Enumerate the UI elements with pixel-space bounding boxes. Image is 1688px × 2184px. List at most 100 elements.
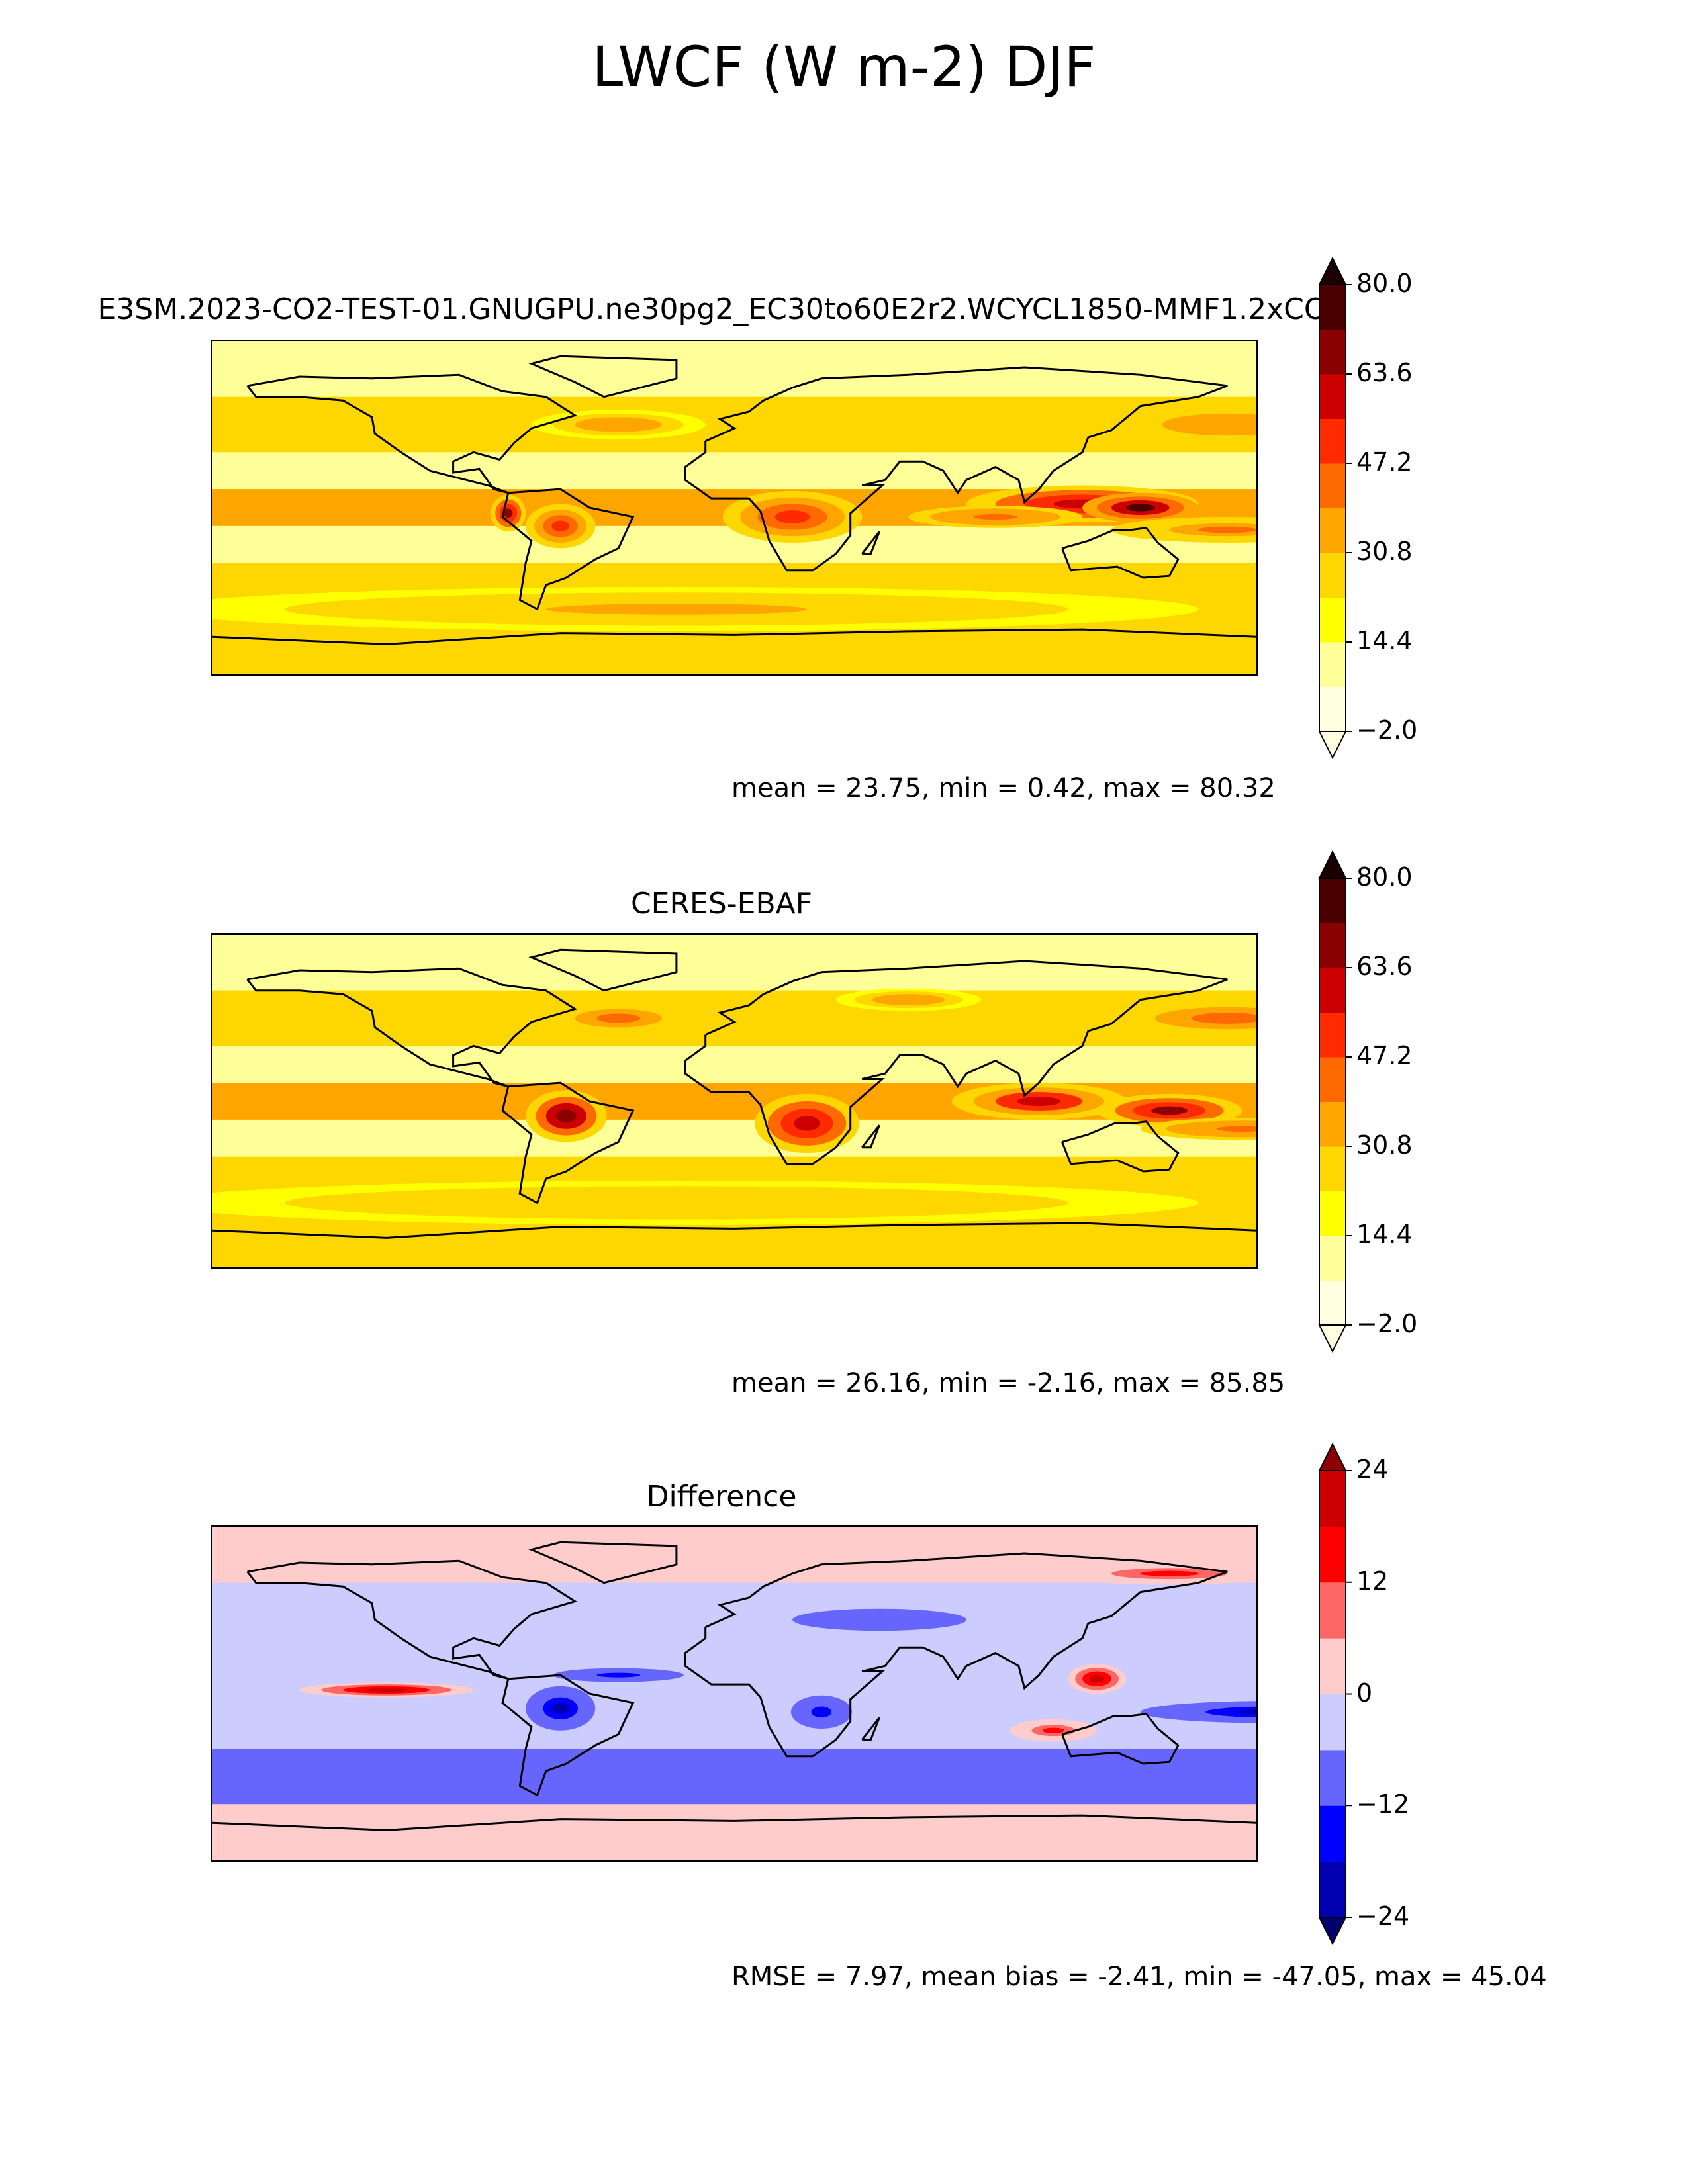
colorbar-segment — [1319, 1694, 1346, 1751]
colorbar-segment — [1319, 686, 1346, 732]
panel-3-colorbar: −24 −12 0 12 24 — [1318, 1442, 1409, 1946]
colorbar-extend-max — [1318, 1442, 1347, 1471]
contour-region — [1216, 1126, 1256, 1132]
colorbar-frame — [1319, 878, 1346, 1326]
zonal-band — [212, 1582, 1256, 1639]
zonal-band — [212, 935, 1256, 991]
colorbar-segment — [1319, 1012, 1346, 1058]
contour-region — [1125, 504, 1155, 512]
colorbar-segment — [1319, 597, 1346, 643]
colorbar-tick-label: 80.0 — [1356, 862, 1413, 891]
contour-region — [1140, 1570, 1199, 1576]
contour-region — [1205, 1706, 1256, 1718]
panel-3-stats: RMSE = 7.97, mean bias = -2.41, min = -4… — [731, 1962, 1547, 1992]
colorbar-tick-label: 63.6 — [1356, 358, 1413, 387]
colorbar-tick-label: 0 — [1356, 1678, 1373, 1707]
contour-region — [596, 1013, 641, 1023]
panel-3-map — [211, 1525, 1258, 1862]
contour-region — [596, 1672, 641, 1678]
panel-2-title: CERES-EBAF — [630, 887, 813, 921]
colorbar-tick-label: −24 — [1356, 1901, 1410, 1931]
contour-region — [1017, 1097, 1061, 1106]
colorbar-extend-max — [1318, 850, 1347, 879]
colorbar-segment — [1319, 878, 1346, 923]
colorbar-tick-label: −12 — [1356, 1790, 1410, 1819]
panel-1-colorbar: −2.0 14.4 30.8 47.2 63.6 80.0 — [1318, 256, 1417, 760]
contour-region — [551, 1702, 569, 1714]
panel-1-map — [211, 340, 1258, 676]
zonal-band — [212, 525, 1256, 563]
colorbar-segment — [1319, 1236, 1346, 1281]
contour-region — [1194, 419, 1256, 430]
contour-region — [890, 997, 927, 1003]
colorbar-tick-label: 14.4 — [1356, 626, 1413, 655]
coastline — [684, 960, 1228, 1165]
colorbar-segment — [1319, 642, 1346, 687]
contour-region — [850, 1615, 909, 1624]
colorbar-segment — [1319, 418, 1346, 464]
colorbar-segment — [1319, 374, 1346, 419]
map-svg — [212, 341, 1256, 674]
colorbar-svg — [1318, 1442, 1352, 1946]
colorbar-segment — [1319, 1101, 1346, 1147]
colorbar-tick-label: 30.8 — [1356, 1130, 1413, 1160]
contour-region — [1198, 526, 1256, 533]
contour-region — [1042, 1727, 1064, 1733]
coastline — [212, 628, 1256, 645]
coastline — [212, 1814, 1256, 1831]
contour-region — [596, 420, 641, 429]
coastline — [246, 967, 578, 1088]
contour-region — [774, 510, 810, 523]
zonal-band — [212, 341, 1256, 397]
map-svg — [212, 935, 1256, 1267]
zonal-band — [212, 1804, 1256, 1860]
coastline — [861, 1717, 880, 1741]
zonal-band — [212, 1046, 1256, 1083]
colorbar-segment — [1319, 285, 1346, 330]
colorbar-tick-label: 24 — [1356, 1455, 1389, 1484]
contour-region — [545, 1197, 808, 1208]
map-svg — [212, 1527, 1256, 1860]
coastline — [861, 531, 880, 555]
colorbar-tick-label: 30.8 — [1356, 537, 1413, 566]
contour-region — [811, 1706, 832, 1718]
colorbar-tick-label: 63.6 — [1356, 952, 1413, 981]
zonal-band — [212, 1749, 1256, 1805]
colorbar-segment — [1319, 508, 1346, 553]
contour-region — [556, 1109, 577, 1123]
zonal-band — [212, 452, 1256, 490]
contour-region — [1151, 1106, 1188, 1115]
coastline — [1061, 1713, 1180, 1765]
coastline — [246, 1559, 578, 1680]
colorbar-segment — [1319, 968, 1346, 1013]
colorbar-segment — [1319, 1057, 1346, 1102]
colorbar-segment — [1319, 1146, 1346, 1191]
coastline — [212, 1222, 1256, 1239]
panel-1-stats: mean = 23.75, min = 0.42, max = 80.32 — [731, 773, 1276, 803]
coastline — [684, 1552, 1228, 1758]
colorbar-segment — [1319, 1526, 1346, 1583]
colorbar-extend-min — [1318, 731, 1347, 760]
colorbar-tick-label: −2.0 — [1356, 1309, 1418, 1338]
colorbar-segment — [1319, 553, 1346, 598]
colorbar-extend-min — [1318, 1917, 1347, 1946]
colorbar-svg — [1318, 256, 1352, 760]
colorbar-segment — [1319, 329, 1346, 375]
coastline — [501, 1674, 635, 1797]
colorbar-tick-label: 47.2 — [1356, 447, 1413, 477]
colorbar-frame — [1319, 284, 1346, 732]
colorbar-extend-max — [1318, 256, 1347, 285]
colorbar-segment — [1319, 1471, 1346, 1527]
coastline — [1061, 527, 1180, 579]
contour-region — [504, 508, 513, 518]
colorbar-segment — [1319, 1280, 1346, 1326]
contour-region — [1238, 1709, 1256, 1715]
coastline — [1061, 1120, 1180, 1173]
contour-region — [973, 514, 1017, 520]
contour-region — [1191, 1013, 1256, 1024]
contour-region — [794, 1116, 820, 1131]
coastline — [861, 1124, 880, 1149]
colorbar-extend-min — [1318, 1324, 1347, 1353]
coastline — [528, 948, 678, 992]
colorbar-segment — [1319, 1805, 1346, 1862]
